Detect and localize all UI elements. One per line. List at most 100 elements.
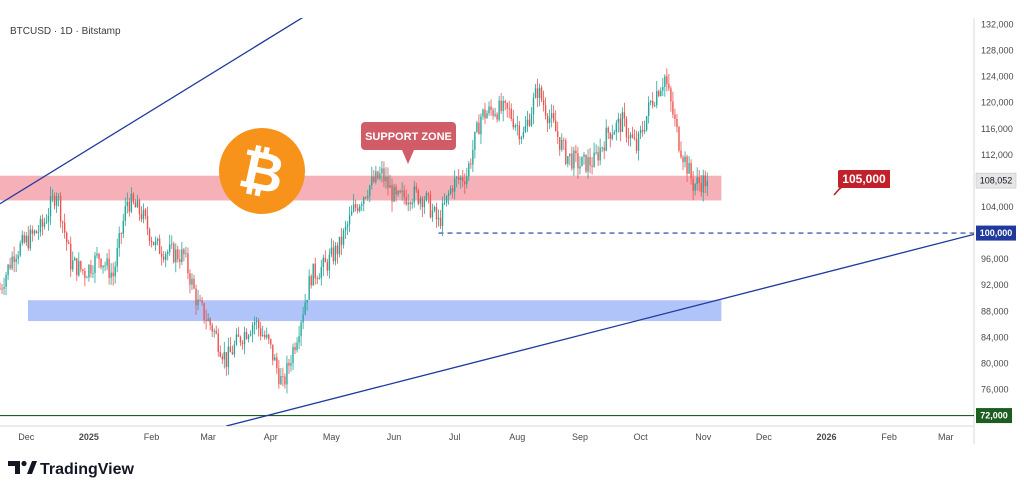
candle-body [656, 91, 658, 106]
candle-body [322, 257, 325, 268]
candle-body [575, 150, 577, 154]
candle-body [318, 278, 320, 280]
level-105000-label: 105,000 [842, 172, 886, 186]
candle-body [524, 125, 527, 133]
candle-body [264, 334, 266, 338]
candle-body [532, 97, 535, 115]
price-tick-label: 128,000 [981, 46, 1014, 56]
candle-body [169, 244, 171, 252]
candle-body [482, 109, 484, 117]
candle-body [658, 91, 660, 97]
candle-body [369, 185, 371, 196]
candle-body [68, 242, 70, 244]
candle-body [508, 108, 510, 110]
time-tick-label: May [323, 432, 341, 442]
time-tick-label: Sep [572, 432, 588, 442]
candle-body [23, 235, 25, 243]
candle-body [643, 129, 646, 132]
candle-body [417, 189, 419, 204]
candle-body [162, 256, 165, 260]
candle-body [387, 176, 389, 188]
tradingview-logo[interactable]: TradingView [8, 460, 135, 478]
candle-body [559, 137, 561, 150]
candle-body [496, 114, 498, 120]
candle-body [290, 363, 292, 366]
candle-body [195, 288, 197, 306]
candle-body [177, 249, 179, 260]
candle-body [251, 325, 254, 334]
candle-body [627, 137, 630, 139]
candle-body [320, 267, 322, 279]
candle-body [221, 356, 223, 360]
time-tick-label: Apr [264, 432, 278, 442]
level-100000-tag: 100,000 [976, 225, 1016, 241]
candle-body [617, 118, 620, 123]
candle-body [433, 207, 436, 211]
candle-body [492, 110, 494, 116]
candle-body [425, 193, 428, 201]
candle-body [441, 203, 444, 227]
candle-body [134, 202, 137, 208]
candle-body [668, 84, 670, 89]
candle-body [649, 100, 652, 103]
candle-body [104, 265, 106, 267]
candle-body [245, 332, 248, 339]
candle-body [569, 153, 571, 157]
candle-body [49, 196, 52, 216]
candle-body [9, 264, 11, 269]
candle-body [330, 247, 333, 255]
candle-body [484, 109, 486, 119]
candle-body [391, 185, 393, 202]
candle-body [209, 318, 211, 326]
candle-body [573, 150, 575, 169]
candle-body [639, 129, 642, 134]
candle-body [13, 256, 15, 263]
price-tick-label: 96,000 [981, 254, 1009, 264]
candle-body [468, 163, 470, 177]
candle-body [350, 211, 353, 216]
support-zone-label: SUPPORT ZONE [365, 131, 452, 143]
candle-body [17, 255, 19, 259]
candle-body [375, 171, 377, 182]
candle-body [514, 125, 516, 128]
support-zone-band [0, 175, 722, 201]
candle-body [241, 342, 244, 345]
candle-body [191, 278, 193, 285]
time-axis[interactable]: Dec 2025 Feb Mar Apr May Jun Jul Aug Sep Oct Nov Dec… [18, 432, 953, 442]
candle-body [383, 168, 385, 182]
candle-body [239, 336, 242, 343]
candle-body [326, 262, 329, 271]
candle-body [108, 258, 110, 278]
candle-body [80, 261, 82, 270]
candle-body [185, 253, 187, 255]
candle-body [171, 243, 173, 245]
candle-body [132, 193, 135, 203]
candle-body [78, 261, 80, 276]
candle-body [354, 204, 357, 208]
candle-body [154, 241, 157, 245]
candle-body [698, 177, 700, 184]
candle-body [571, 153, 573, 169]
candle-body [464, 181, 466, 185]
candle-body [660, 90, 662, 97]
candle-body [623, 112, 626, 119]
candle-body [175, 249, 177, 263]
candle-body [45, 221, 48, 223]
candle-body [253, 321, 256, 326]
candle-body [476, 122, 478, 132]
candle-body [193, 278, 195, 289]
symbol-label: BTCUSD · 1D · Bitstamp [10, 26, 121, 37]
candle-body [696, 177, 698, 185]
candle-body [470, 163, 472, 165]
candle-body [591, 165, 593, 167]
candle-body [429, 194, 432, 218]
candle-body [215, 330, 217, 334]
candle-body [605, 127, 607, 151]
candle-body [86, 277, 88, 279]
candle-body [453, 178, 456, 192]
candle-body [510, 108, 512, 119]
candle-body [534, 88, 537, 98]
candle-body [403, 190, 405, 198]
price-axis[interactable]: 132,000 128,000 124,000 120,000 116,000 112,0… [981, 20, 1014, 421]
